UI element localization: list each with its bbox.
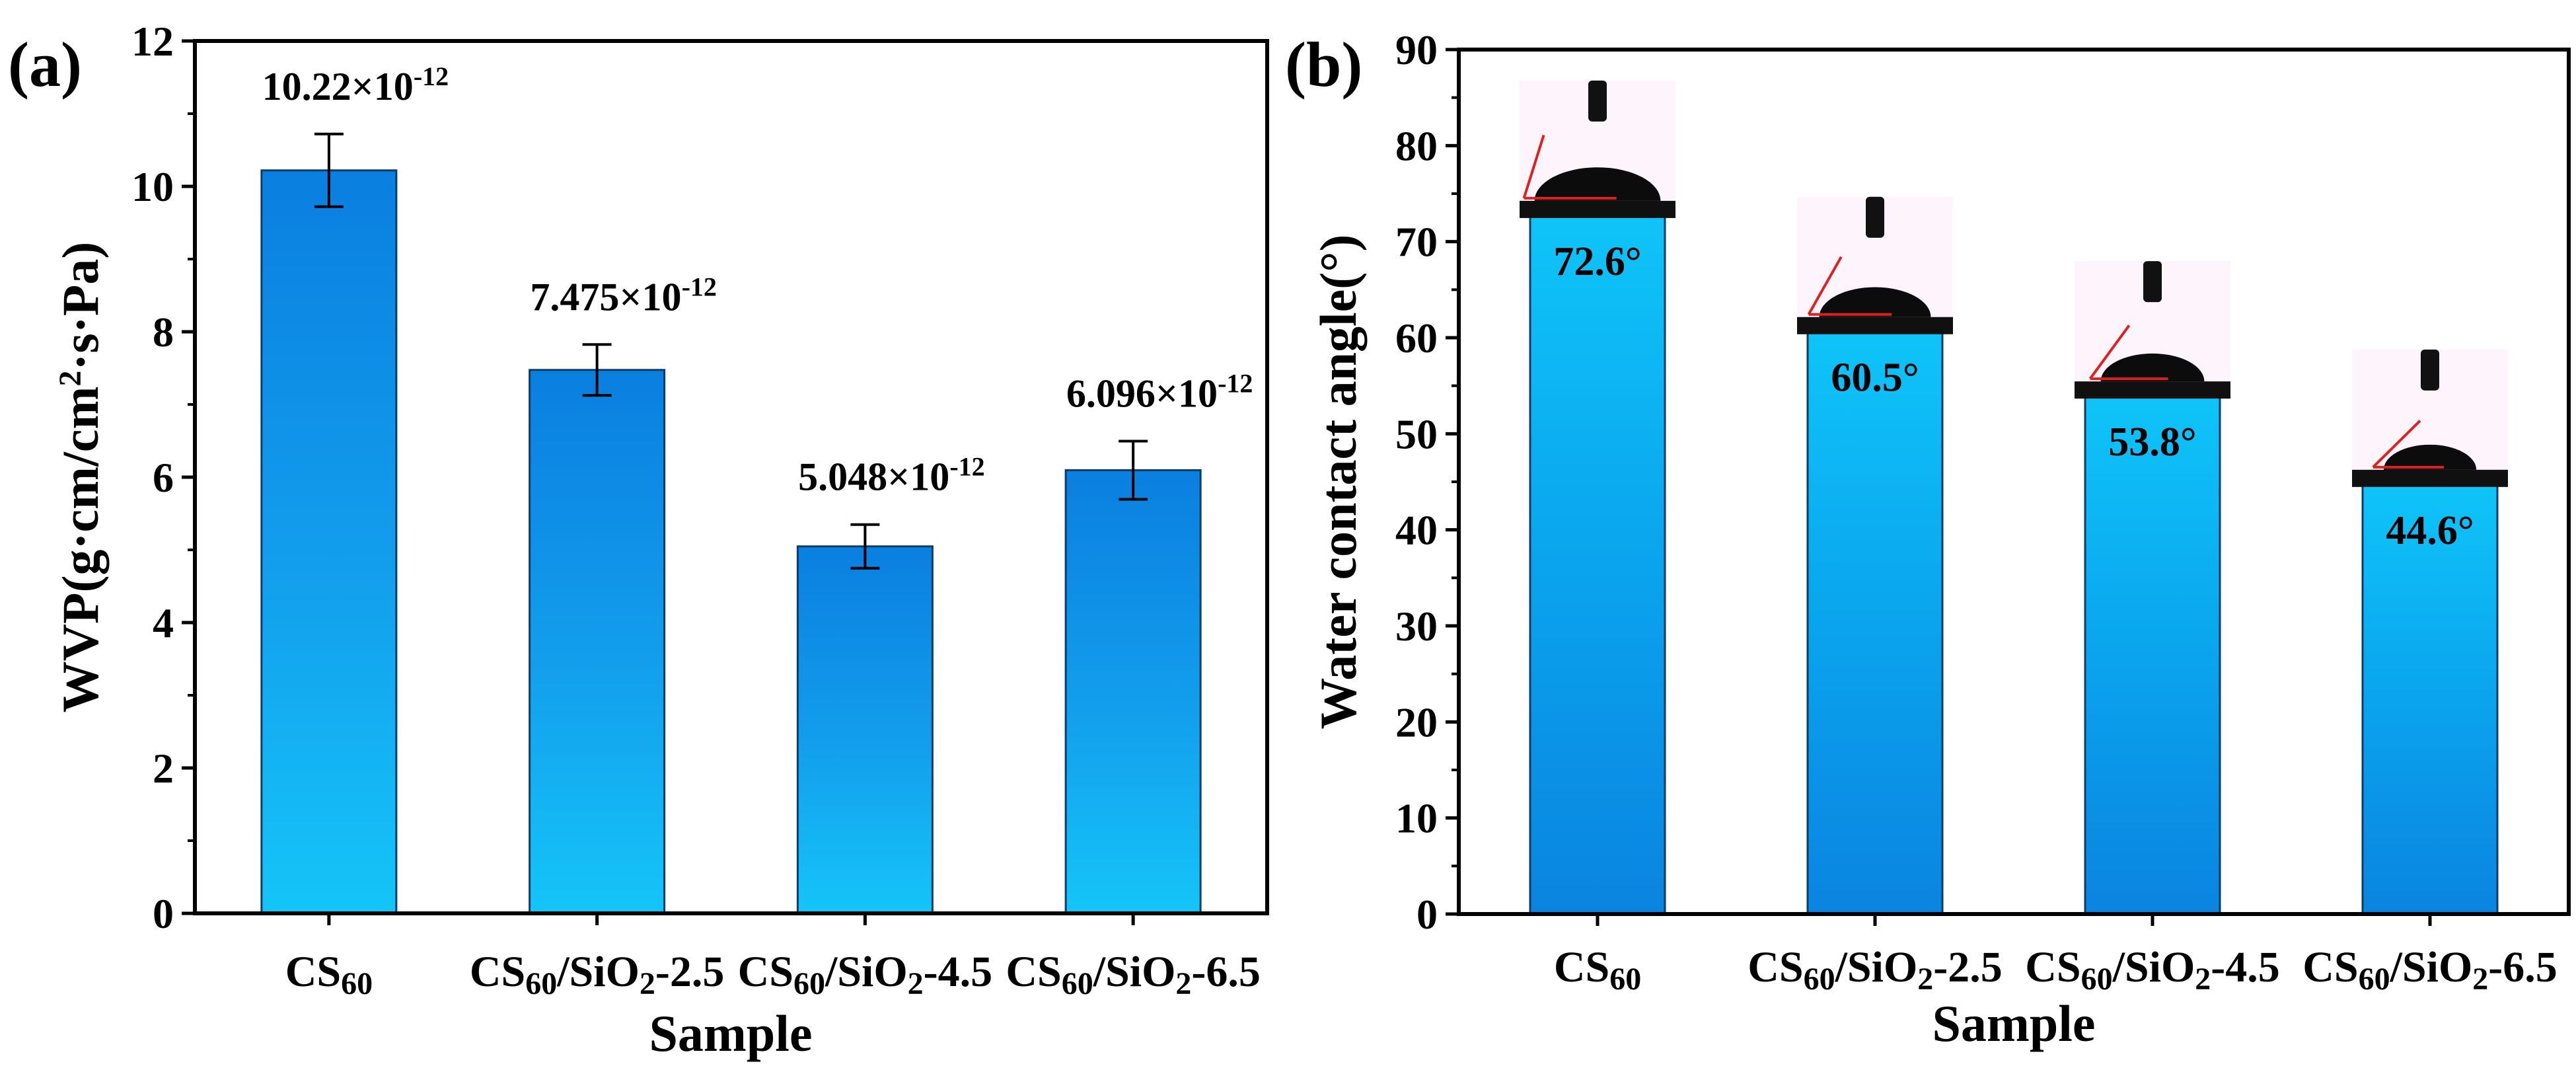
panel-a-data-labels: 10.22×10-12 7.475×10-12 5.048×10-12 6.096×1… [262,61,1253,499]
panel-b-contact-angle-chart: (b) 72.6° 60.5° 53.8° 44.6° 0 10 20 30 40 50 60 70… [1285,26,2571,1052]
data-label-angle-1: 60.5° [1831,356,1919,401]
contact-angle-photo-4.5 [2075,261,2230,399]
y-tick-label-b-7: 70 [1395,219,1438,266]
panel-a-bars [260,169,1202,915]
contact-angle-photo-6.5 [2352,349,2508,487]
bar-wvp-1 [529,369,666,915]
data-label-wvp-2: 5.048×10-12 [798,452,985,499]
panel-b-y-axis: 0 10 20 30 40 50 60 70 80 90 [1395,26,1459,938]
contact-angle-photo-cs60 [1520,80,1675,218]
x-tick-label-1: CS60/SiO2-2.5 [470,948,725,1001]
panel-a-x-axis-title: Sample [649,1005,812,1062]
data-label-wvp-1: 7.475×10-12 [530,272,717,319]
y-tick-label-4: 8 [153,309,174,356]
panel-a-label: (a) [8,29,82,100]
y-tick-label-b-2: 20 [1395,699,1438,745]
bar-contact-angle-2 [2084,396,2221,915]
y-tick-label-b-9: 90 [1395,26,1438,73]
y-tick-label-b-1: 10 [1395,795,1438,842]
y-tick-label-1: 2 [153,745,174,792]
panel-b-data-labels: 72.6° 60.5° 53.8° 44.6° [1553,239,2474,553]
panel-a-error-bars [314,132,1148,570]
panel-a-y-axis-title: WVP(g·cm/cm2·s·Pa) [52,242,109,713]
x-tick-label-b-3: CS60/SiO2-6.5 [2302,943,2558,997]
y-tick-label-b-4: 40 [1395,507,1438,554]
contact-angle-photo-2.5 [1797,196,1953,334]
y-tick-label-b-3: 30 [1395,603,1438,650]
x-tick-label-3: CS60/SiO2-6.5 [1006,948,1261,1001]
y-tick-label-0: 0 [153,890,174,937]
data-label-wvp-0: 10.22×10-12 [262,61,449,108]
y-tick-label-6: 12 [131,18,174,65]
y-tick-label-b-8: 80 [1395,122,1438,169]
error-bar-3 [1119,439,1148,501]
bar-contact-angle-0 [1529,215,1666,915]
y-tick-label-b-6: 60 [1395,315,1438,362]
bar-contact-angle-1 [1806,332,1944,915]
y-tick-label-2: 4 [153,599,174,646]
y-tick-label-b-5: 50 [1395,410,1438,457]
data-label-angle-0: 72.6° [1553,239,1641,284]
x-tick-label-b-2: CS60/SiO2-4.5 [2025,943,2280,997]
x-tick-label-b-1: CS60/SiO2-2.5 [1748,943,2003,997]
data-label-angle-3: 44.6° [2386,508,2474,553]
bar-wvp-3 [1064,469,1202,915]
data-label-wvp-3: 6.096×10-12 [1066,368,1253,415]
error-bar-1 [582,343,612,397]
panel-b-bars [1529,215,2499,915]
x-tick-label-2: CS60/SiO2-4.5 [738,948,993,1001]
panel-b-x-axis-title: Sample [1932,995,2095,1052]
panel-a-wvp-chart: (a) 10.22×10-12 7.475×10-12 5.048×10-12 6.0… [8,18,1269,1062]
x-tick-label-0: CS60 [285,948,373,1001]
panel-b-droplet-photos [1520,80,2508,487]
x-tick-label-b-0: CS60 [1554,943,1641,997]
panel-a-x-axis: CS60 CS60/SiO2-2.5 CS60/SiO2-4.5 CS60/SiO2-… [285,913,1261,1001]
panel-a-y-axis: 0 2 4 6 8 10 12 [131,18,195,937]
panel-b-label: (b) [1285,29,1362,100]
panel-b-y-axis-title: Water contact angle(°) [1309,235,1367,730]
panel-b-x-axis: CS60 CS60/SiO2-2.5 CS60/SiO2-4.5 CS60/SiO2-… [1554,914,2558,997]
bar-wvp-2 [796,545,934,915]
bar-contact-angle-3 [2361,484,2499,915]
bar-wvp-0 [260,169,398,915]
y-tick-label-3: 6 [153,454,174,501]
y-tick-label-b-0: 0 [1417,891,1438,938]
error-bar-2 [850,523,880,570]
y-tick-label-5: 10 [131,163,174,210]
error-bar-0 [314,132,344,208]
data-label-angle-2: 53.8° [2108,420,2196,465]
